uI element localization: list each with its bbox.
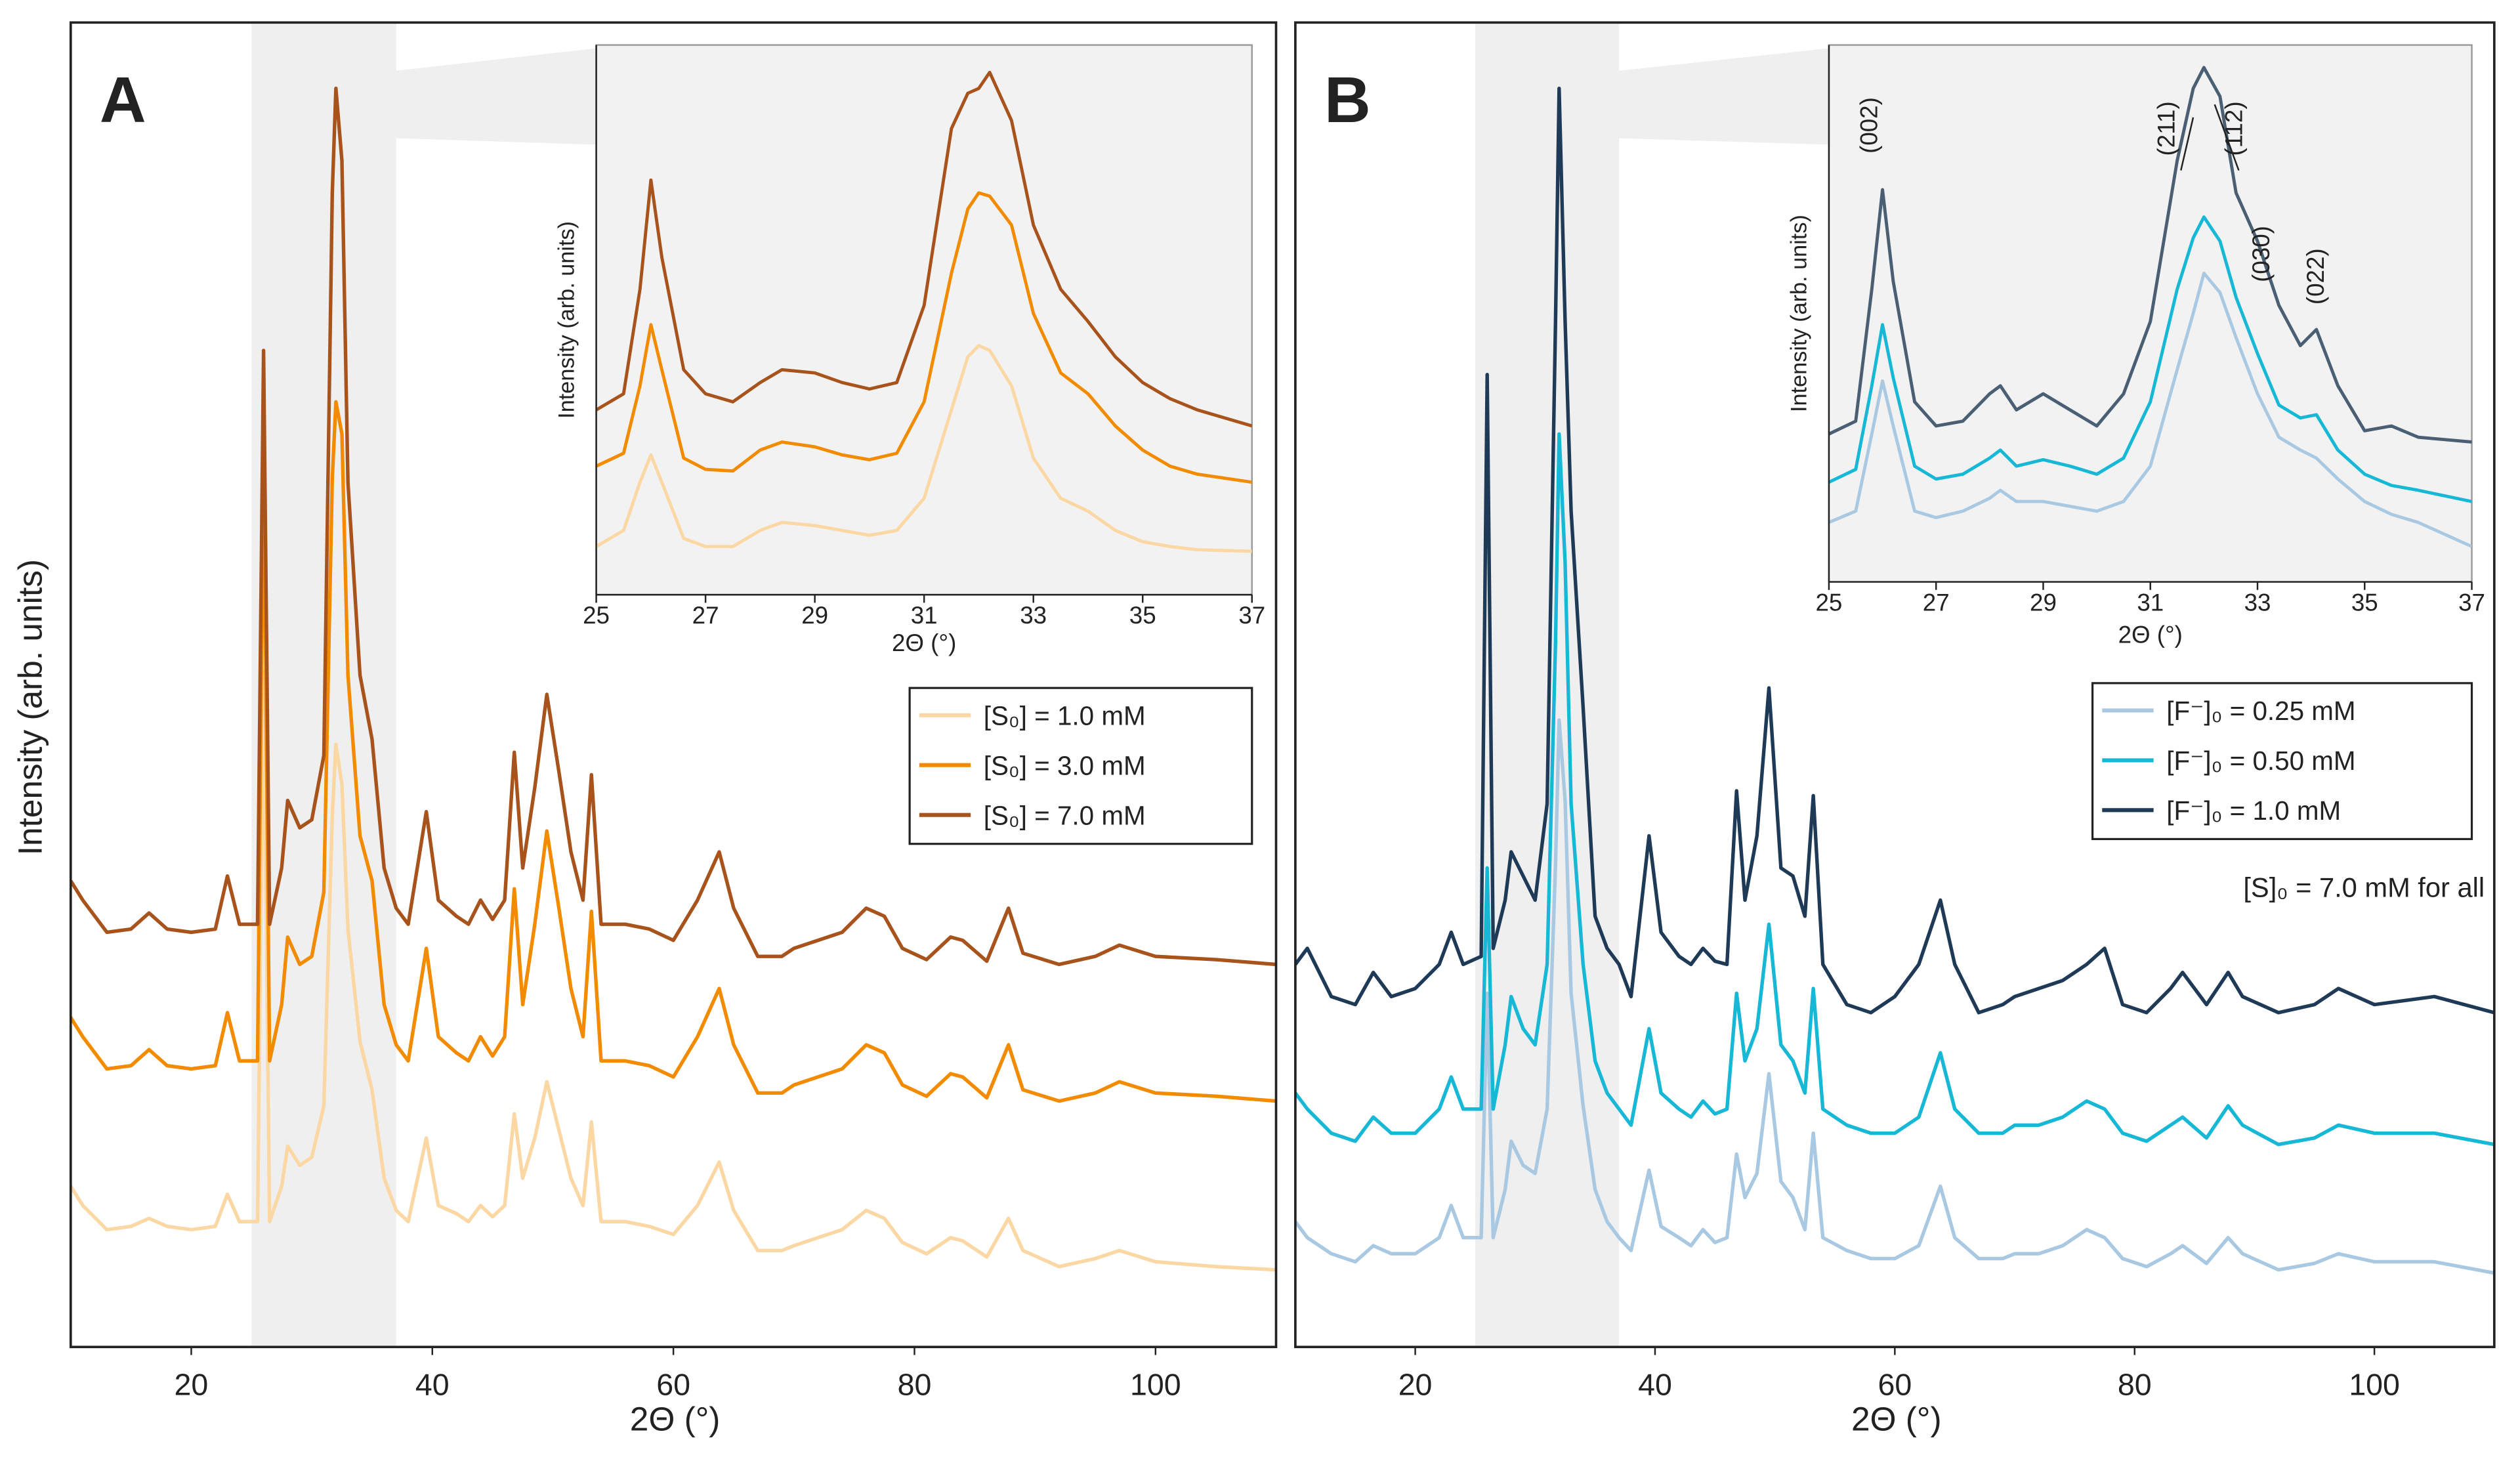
y-axis-label: Intensity (arb. units) [554, 221, 579, 419]
series-line [1295, 87, 2494, 1015]
x-tick-label: 29 [2030, 589, 2057, 616]
panel-label: B [1324, 64, 1371, 136]
x-tick-label: 37 [1238, 602, 1265, 629]
x-tick-label: 27 [1923, 589, 1950, 616]
legend-label: [S₀] = 1.0 mM [984, 701, 1146, 731]
series-line [1295, 432, 2494, 1147]
x-tick-label: 31 [2137, 589, 2164, 616]
x-tick-label: 40 [415, 1368, 450, 1402]
series-line [596, 191, 1252, 484]
y-axis-label: Intensity (arb. units) [11, 559, 49, 855]
x-tick-label: 25 [583, 602, 610, 629]
panel-label: A [100, 64, 146, 136]
series-line [596, 344, 1252, 553]
leader-line [2180, 117, 2194, 171]
series-line [596, 70, 1252, 428]
x-tick-label: 100 [1130, 1368, 1181, 1402]
x-tick-label: 100 [2349, 1368, 2400, 1402]
x-tick-label: 29 [801, 602, 828, 629]
legend-label: [F⁻]₀ = 1.0 mM [2166, 795, 2341, 826]
x-tick-label: 31 [911, 602, 938, 629]
x-tick-label: 25 [1816, 589, 1843, 616]
x-tick-label: 33 [2244, 589, 2271, 616]
series-line [1828, 215, 2472, 503]
peak-label: (112) [2220, 101, 2247, 156]
legend-box [2091, 682, 2473, 840]
x-tick-label: 35 [2351, 589, 2378, 616]
note: [S]₀ = 7.0 mM for all [2243, 872, 2485, 903]
peak-label: (211) [2152, 101, 2179, 156]
x-axis-label: 2Θ (°) [630, 1400, 721, 1438]
zoom-band [1475, 22, 1620, 1347]
x-tick-label: 80 [898, 1368, 932, 1402]
x-axis-label: 2Θ (°) [2118, 622, 2183, 648]
zoom-wedge [1619, 48, 1829, 145]
inset-background [595, 44, 1253, 596]
x-tick-label: 20 [1398, 1368, 1433, 1402]
series-line [1828, 271, 2472, 548]
legend-label: [F⁻]₀ = 0.50 mM [2166, 746, 2355, 776]
x-tick-label: 33 [1020, 602, 1047, 629]
x-axis-label: 2Θ (°) [1851, 1400, 1942, 1438]
y-axis-label: Intensity (arb. units) [1787, 215, 1812, 412]
x-axis-label: 2Θ (°) [892, 629, 956, 656]
legend-label: [S₀] = 3.0 mM [984, 750, 1146, 780]
zoom-wedge [396, 48, 597, 145]
x-tick-label: 35 [1129, 602, 1156, 629]
x-tick-label: 80 [2118, 1368, 2152, 1402]
series-line [1828, 66, 2472, 444]
x-tick-label: 27 [692, 602, 719, 629]
x-tick-label: 20 [175, 1368, 209, 1402]
peak-label: (030) [2248, 226, 2275, 282]
x-tick-label: 60 [656, 1368, 690, 1402]
x-tick-label: 40 [1638, 1368, 1672, 1402]
leader-line [2214, 104, 2240, 171]
series-line [70, 87, 1276, 967]
series-line [70, 670, 1276, 1272]
legend-label: [F⁻]₀ = 0.25 mM [2166, 696, 2355, 726]
x-tick-label: 37 [2458, 589, 2485, 616]
x-tick-label: 60 [1878, 1368, 1912, 1402]
legend-label: [S₀] = 7.0 mM [984, 800, 1146, 830]
peak-label: (022) [2302, 248, 2329, 305]
series-line [1295, 718, 2494, 1275]
peak-label: (002) [1855, 97, 1882, 154]
